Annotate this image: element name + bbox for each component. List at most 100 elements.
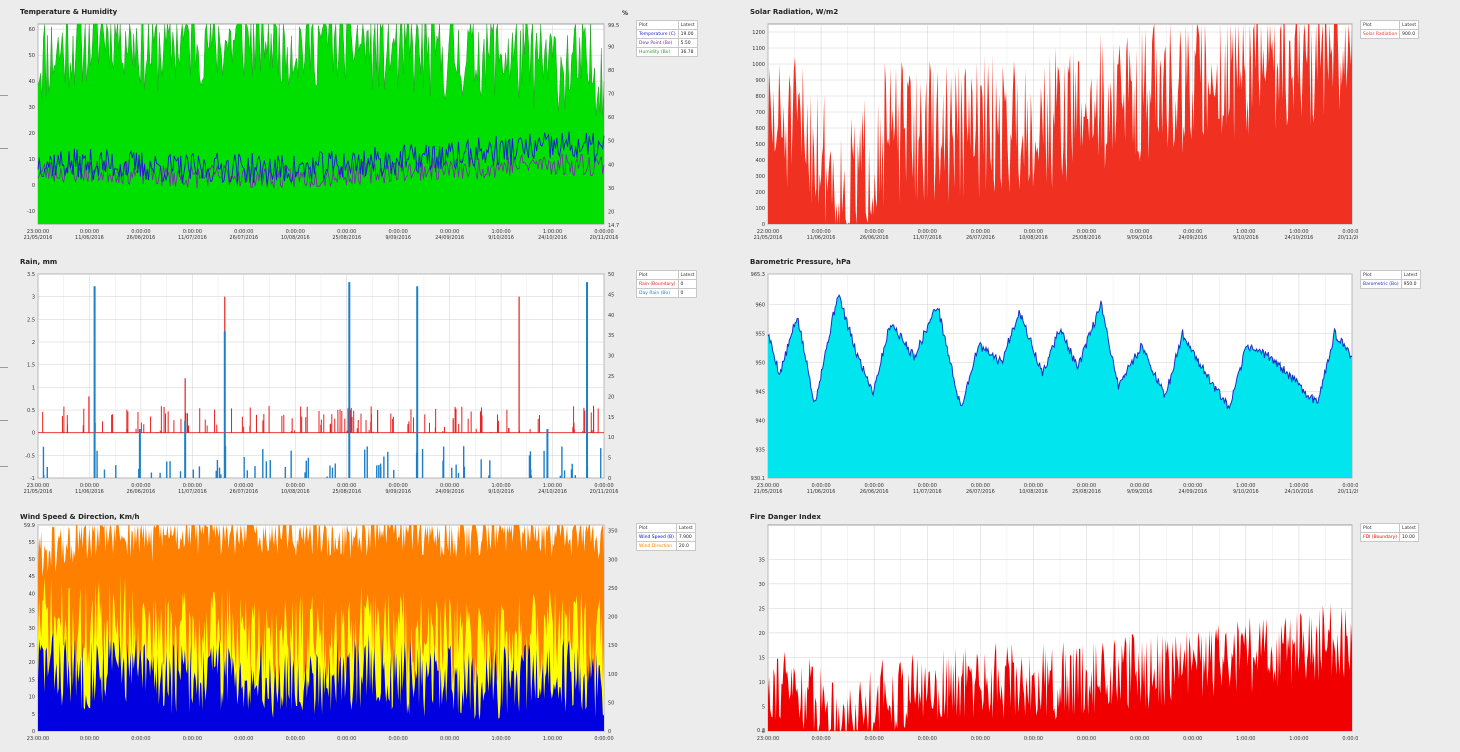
x-tick-label: 11/07/2016	[913, 489, 942, 495]
legend-item[interactable]: Humidity (Bo) 36.78	[636, 47, 698, 57]
x-tick-label: 0:00:00	[234, 229, 253, 235]
y-right-tick-label: 99.5	[608, 23, 619, 29]
rain-legend: Plot Latest Rain (Boundary) 0 Day Rain (Bo…	[636, 270, 698, 298]
y-right-tick-label: 15	[608, 415, 614, 421]
legend-item[interactable]: FDI (Boundary) 10.00	[1360, 532, 1419, 542]
x-tick-label: 25/08/2016	[332, 489, 361, 495]
x-tick-label: 1:00:00	[1289, 736, 1308, 742]
legend-header-latest: Latest	[677, 270, 698, 280]
pressure-area	[768, 295, 1352, 478]
legend-item[interactable]: Wind Direction 20.0	[636, 541, 696, 551]
legend-header-latest: Latest	[1400, 270, 1421, 280]
legend-item[interactable]: Dew Point (Bo) 5.50	[636, 38, 698, 48]
legend-item[interactable]: Solar Radiation 900.0	[1359, 29, 1420, 39]
legend-header-plot: Plot	[636, 270, 679, 280]
gutter-tick	[0, 466, 8, 467]
y-right-tick-label: 50	[608, 272, 614, 278]
y-tick-label: 45	[29, 574, 35, 580]
y-tick-label: 15	[29, 677, 35, 683]
y-tick-label: -1	[30, 476, 35, 482]
y-right-tick-label: 35	[608, 333, 614, 339]
legend-header-latest: Latest	[675, 523, 696, 533]
solar-radiation-chart[interactable]: 22:00:0021/05/20160:00:0011/06/20160:00:…	[738, 8, 1358, 258]
gutter-tick	[0, 367, 8, 368]
x-tick-label: 0:00:00	[594, 483, 613, 489]
y-tick-label: 200	[755, 190, 765, 196]
y-tick-label: 1	[32, 385, 35, 391]
x-tick-label: 24/09/2016	[1178, 489, 1207, 495]
y-tick-label: 300	[755, 174, 765, 180]
x-tick-label: 0:00:00	[865, 229, 884, 235]
y-tick-label: 1000	[752, 62, 765, 68]
solar-legend: Plot Latest Solar Radiation 900.0	[1359, 20, 1420, 39]
legend-value: 0	[677, 288, 698, 298]
y-tick-label: 900	[755, 78, 765, 84]
x-tick-label: 0:00:00	[80, 229, 99, 235]
y-tick-label: 10	[29, 157, 35, 163]
x-tick-label: 0:00:00	[131, 483, 150, 489]
y-right-tick-label: 250	[608, 586, 618, 592]
y-right-tick-label: 40	[608, 162, 614, 168]
y-right-tick-label: 200	[608, 615, 618, 621]
x-tick-label: 0:00:00	[389, 229, 408, 235]
x-tick-label: 0:00:00	[918, 229, 937, 235]
panel-title: Fire Danger Index	[750, 513, 821, 521]
x-tick-label: 10/08/2016	[281, 235, 310, 241]
x-tick-label: 11/07/2016	[178, 235, 207, 241]
y-tick-label: 55	[29, 540, 35, 546]
legend-value: 0	[677, 279, 698, 289]
y-tick-label: 955	[755, 332, 765, 338]
humidity-area-line	[37, 23, 605, 117]
barometric-pressure-chart[interactable]: 23:00:0021/05/20160:00:0011/06/20160:00:…	[738, 258, 1358, 513]
x-tick-label: 0:00:00	[183, 229, 202, 235]
temperature-humidity-chart[interactable]: 23:00:0021/05/20160:00:0011/06/20160:00:…	[18, 8, 638, 258]
y-tick-label: 50	[29, 557, 35, 563]
y-tick-label: 1100	[752, 46, 765, 52]
x-tick-label: 21/05/2016	[754, 489, 783, 495]
x-tick-label: 24/10/2016	[538, 489, 567, 495]
legend-item[interactable]: Barometric (Bo) 950.0	[1360, 279, 1421, 289]
x-tick-label: 1:00:00	[1236, 229, 1255, 235]
x-tick-label: 21/05/2016	[24, 235, 53, 241]
wind-chart[interactable]: 23:00:00 0:00:00 0:00:00 0:00:00 0:00:00 0:00…	[18, 513, 638, 752]
y-right-tick-label: 90	[608, 44, 614, 50]
legend-item[interactable]: Rain (Boundary) 0	[636, 279, 698, 289]
x-tick-label: 0:00:00	[971, 483, 990, 489]
y-tick-label: 10	[29, 695, 35, 701]
x-tick-label: 0:00:00	[1342, 229, 1358, 235]
rain-chart[interactable]: 23:00:0021/05/20160:00:0011/06/20160:00:…	[18, 258, 638, 513]
pressure-line	[767, 294, 1353, 410]
solar-radiation-panel: Solar Radiation, W/m2 22:00:00 21/05/2016…	[738, 8, 1458, 258]
x-tick-label: 9/10/2016	[1233, 235, 1259, 241]
barometric-pressure-panel: Barometric Pressure, hPa 23:00:00 21/05/2…	[738, 258, 1458, 513]
x-tick-label: 26/06/2016	[860, 235, 889, 241]
y-tick-label: 59.9	[24, 523, 35, 529]
y-right-tick-label: 20	[608, 210, 614, 216]
y-tick-label: 5	[762, 704, 765, 710]
wind-legend: Plot Latest Wind Speed (B) 7.900 Wind Dire…	[636, 523, 696, 551]
x-tick-label: 0:00:00	[594, 736, 613, 742]
legend-name: Temperature (C)	[636, 29, 679, 39]
x-tick-label: 11/07/2016	[178, 489, 207, 495]
y-right-tick-label: 50	[608, 700, 614, 706]
fire-danger-chart[interactable]: 23:00:00 0:00:00 0:00:00 0:00:00 0:00:00 0:00…	[738, 513, 1358, 752]
x-tick-label: 0:00:00	[337, 229, 356, 235]
y-right-tick-label: 0	[608, 476, 611, 482]
x-tick-label: 22:00:00	[757, 229, 779, 235]
x-tick-label: 11/07/2016	[913, 235, 942, 241]
x-tick-label: 26/07/2016	[966, 235, 995, 241]
x-tick-label: 0:00:00	[80, 736, 99, 742]
y-tick-label: 35	[759, 557, 765, 563]
legend-item[interactable]: Temperature (C) 19.00	[636, 29, 698, 39]
x-tick-label: 0:00:00	[811, 483, 830, 489]
y-tick-label: 965.3	[751, 272, 765, 278]
x-tick-label: 0:00:00	[286, 736, 305, 742]
y-tick-label: 700	[755, 110, 765, 116]
legend-item[interactable]: Day Rain (Bo) 0	[636, 288, 698, 298]
y-tick-label: 30	[29, 105, 35, 111]
y-tick-label: 960	[755, 303, 765, 309]
y-right-tick-label: 0	[608, 729, 611, 735]
x-tick-label: 0:00:00	[337, 483, 356, 489]
x-tick-label: 26/06/2016	[126, 235, 155, 241]
legend-item[interactable]: Wind Speed (B) 7.900	[636, 532, 696, 542]
